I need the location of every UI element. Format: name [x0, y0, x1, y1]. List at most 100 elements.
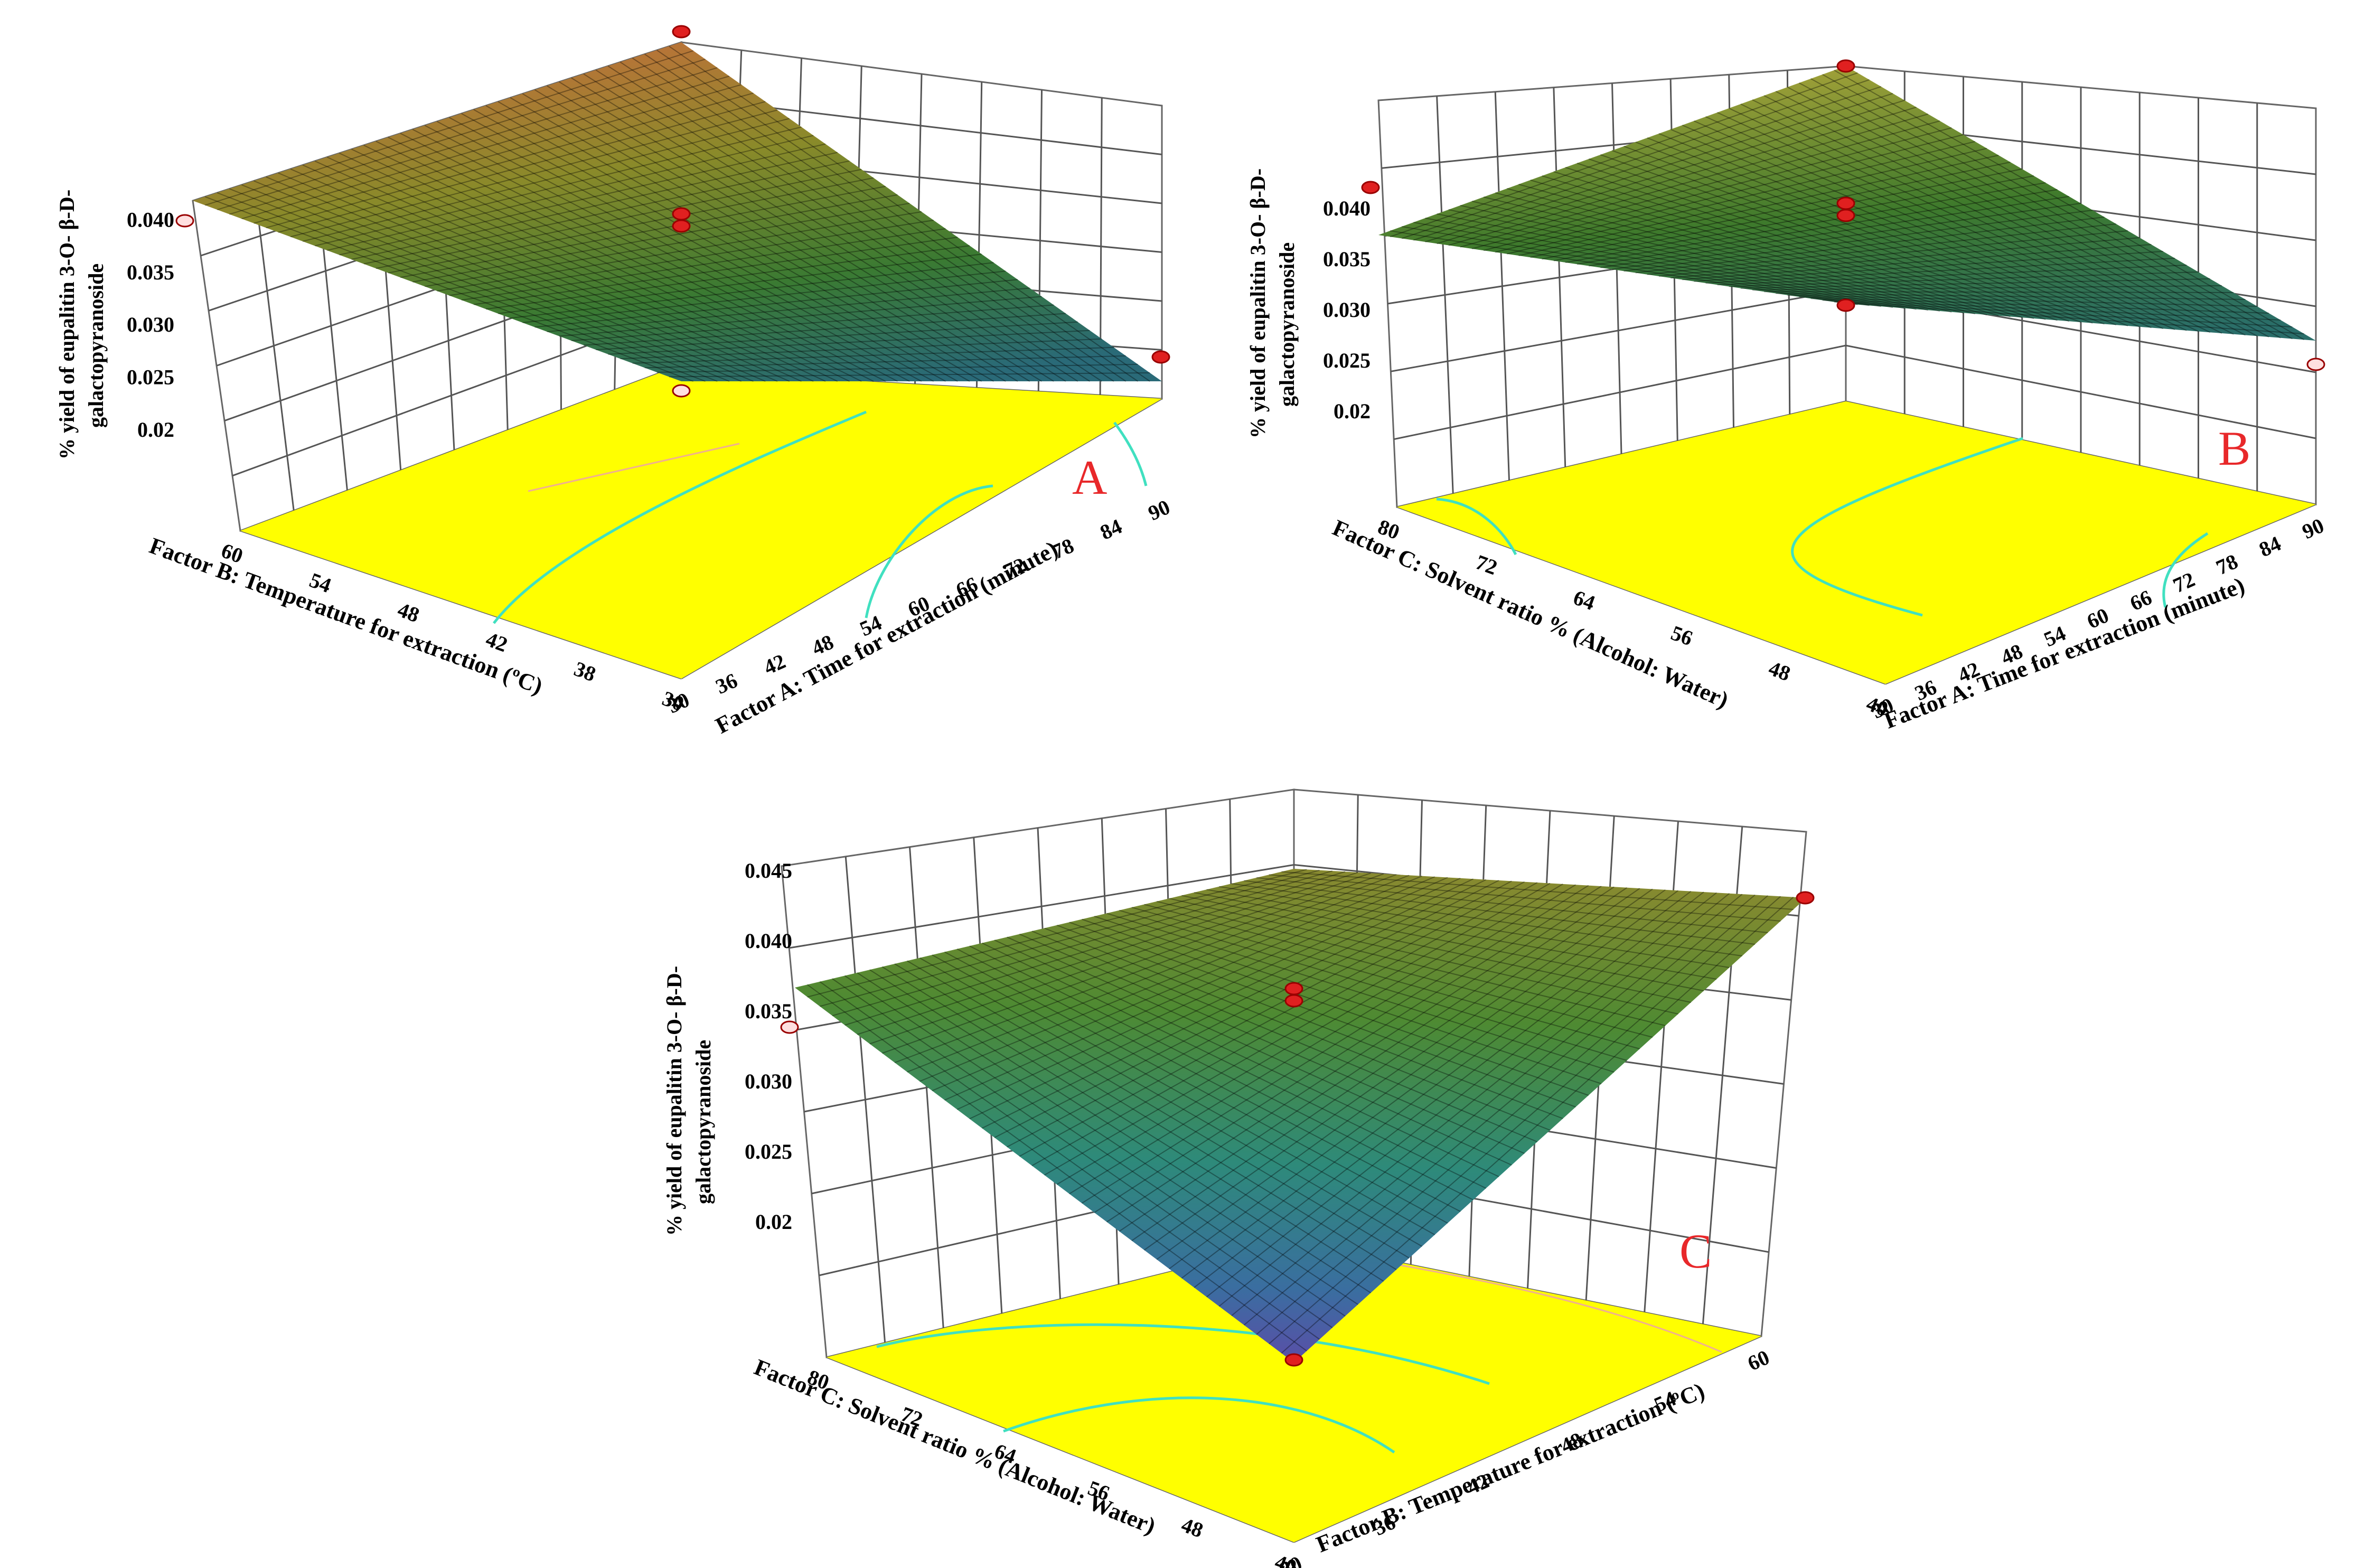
mesh-line [869, 872, 1371, 1045]
panel-c-contour [1003, 1396, 1395, 1454]
mesh-line [1256, 877, 1768, 933]
mesh-line [1635, 142, 2105, 325]
mesh-line [1600, 154, 2070, 322]
mesh-line [894, 874, 1397, 1063]
mesh-line [1471, 120, 1940, 249]
mesh-line [1106, 886, 1615, 1223]
mesh-line [832, 978, 1333, 1328]
mesh-line [1822, 74, 2293, 340]
mesh-line [844, 871, 1346, 1026]
design-point [780, 1020, 799, 1034]
y-tick-label: 0.030 [745, 1069, 792, 1093]
design-point [672, 207, 691, 221]
mesh-line [1231, 883, 1742, 956]
mesh-line [254, 180, 742, 382]
mesh-line [1834, 301, 2304, 334]
panel-b-contour [1436, 497, 1517, 556]
mesh-line [595, 69, 1078, 382]
mesh-line [363, 160, 850, 265]
mesh-line [1589, 189, 2058, 267]
mesh-line [1413, 222, 1881, 307]
mesh-line [1623, 210, 2093, 272]
mesh-line [857, 871, 1358, 1035]
z-tick-label: 48 [1178, 1513, 1206, 1542]
mesh-line [376, 168, 862, 269]
mesh-line [522, 93, 1006, 382]
mesh-line [1518, 148, 1987, 256]
panel-b-floor [1397, 401, 2316, 684]
y-tick-label: 0.02 [137, 418, 174, 442]
mesh-line [437, 121, 922, 382]
mesh-line [981, 879, 1487, 1129]
y-tick-label: 0.02 [1334, 399, 1371, 423]
mesh-line [1740, 278, 2210, 289]
mesh-line [907, 875, 1410, 1073]
mesh-line [1764, 291, 2234, 293]
mesh-line [644, 355, 1126, 369]
mesh-line [1281, 896, 1794, 1354]
mesh-line [1576, 163, 2046, 320]
mesh-line [1056, 924, 1563, 1119]
mesh-line [1565, 167, 2034, 319]
mesh-line [882, 873, 1384, 1054]
mesh-line [1219, 886, 1730, 968]
y-tick-label: 0.035 [1323, 247, 1371, 271]
z-tick-label: 56 [1668, 621, 1696, 650]
mesh-line [534, 279, 1018, 328]
mesh-line [1218, 893, 1730, 1307]
mesh-line [620, 61, 1102, 382]
mesh-line [1576, 182, 2046, 265]
mesh-line [1635, 217, 2105, 274]
mesh-line [1402, 226, 1870, 306]
mesh-line [1647, 223, 2116, 275]
mesh-line [1717, 265, 2187, 286]
mesh-line [919, 875, 1422, 1082]
design-point [1151, 350, 1170, 364]
mesh-line [1007, 936, 1512, 1166]
panel-a-y-label-line1: % yield of eupalitin 3-O- β-D- [55, 190, 79, 459]
mesh-line [388, 177, 874, 274]
mesh-line [1056, 884, 1563, 1185]
mesh-line [1143, 888, 1653, 1251]
mesh-line [473, 237, 958, 305]
mesh-line [547, 85, 1030, 382]
mesh-line [1082, 918, 1589, 1096]
mesh-line [571, 304, 1054, 342]
mesh-line [1787, 294, 2257, 307]
y-tick-label: 0.035 [745, 999, 792, 1023]
mesh-line [1542, 175, 2011, 317]
panel-c-response-surface [795, 869, 1806, 1363]
y-tick-label: 0.030 [1323, 298, 1371, 322]
design-point [1284, 1353, 1303, 1367]
z-tick-label: 42 [483, 627, 511, 656]
mesh-line [1822, 299, 2293, 327]
panel-c-label: C [1679, 1224, 1712, 1278]
panel-b-y-label-line2: galactopyranoside [1275, 242, 1299, 407]
mesh-line [981, 942, 1487, 1189]
mesh-line [1495, 192, 1964, 314]
mesh-line [254, 84, 742, 224]
mesh-line [510, 97, 994, 382]
x-tick-label: 84 [2256, 531, 2285, 561]
mesh-line [376, 140, 862, 382]
mesh-line [1542, 162, 2011, 260]
mesh-line [1031, 931, 1538, 1142]
panel-b-contour [1791, 437, 2023, 617]
mesh-line [559, 296, 1042, 337]
panel-a-mesh [204, 45, 1150, 382]
panel-b-label: B [2218, 421, 2250, 475]
y-tick-label: 0.035 [127, 260, 174, 284]
mesh-line [1471, 201, 1940, 312]
mesh-line [1437, 213, 1905, 309]
mesh-line [632, 346, 1114, 364]
y-tick-label: 0.025 [127, 365, 174, 389]
panel-b-y-label-line1: % yield of eupalitin 3-O- β-D- [1246, 168, 1270, 438]
mesh-line [363, 145, 850, 382]
y-tick-label: 0.02 [755, 1210, 792, 1234]
mesh-line [1044, 927, 1551, 1131]
mesh-line [1169, 890, 1679, 1270]
mesh-line [881, 966, 1384, 1282]
mesh-line [351, 148, 838, 382]
panel-a-label: A [1072, 450, 1107, 504]
